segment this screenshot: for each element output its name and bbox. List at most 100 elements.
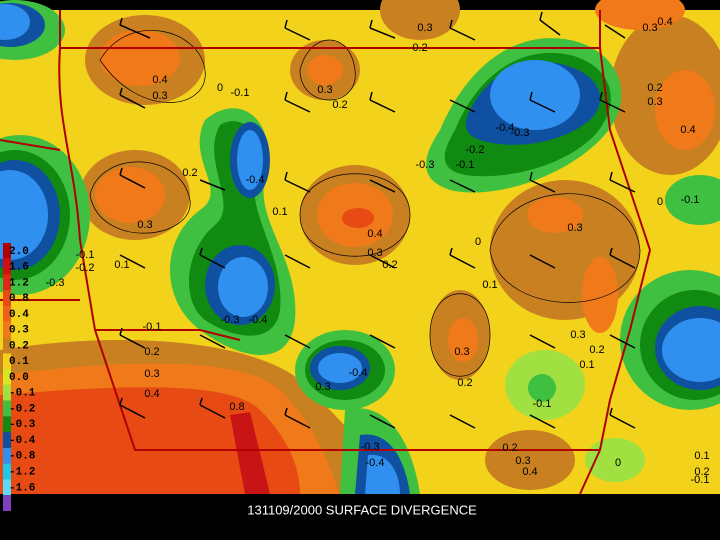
legend-swatch bbox=[3, 447, 11, 464]
legend-label: 0.3 bbox=[9, 325, 29, 337]
legend-swatch bbox=[3, 258, 11, 275]
contour-label: 0.2 bbox=[382, 259, 397, 271]
contour-label: -0.3 bbox=[416, 159, 435, 171]
contour-label: -0.1 bbox=[533, 398, 552, 410]
legend-swatch bbox=[3, 243, 11, 259]
legend-swatch bbox=[3, 337, 11, 354]
legend-label: 2.0 bbox=[9, 246, 29, 258]
contour-label: -0.4 bbox=[249, 314, 268, 326]
contour-label: 0.2 bbox=[412, 42, 427, 54]
legend-label: -2.0 bbox=[9, 498, 35, 510]
contour-label: -0.3 bbox=[511, 127, 530, 139]
legend-swatch bbox=[3, 384, 11, 401]
contour-label: -0.4 bbox=[496, 122, 515, 134]
area bbox=[237, 130, 263, 190]
legend-label: 1.2 bbox=[9, 277, 29, 289]
legend-label: 0.8 bbox=[9, 293, 29, 305]
contour-label: 0.3 bbox=[454, 346, 469, 358]
legend-swatch bbox=[3, 479, 11, 496]
area bbox=[485, 430, 575, 490]
area bbox=[100, 30, 180, 86]
legend-label: -1.6 bbox=[9, 482, 35, 494]
contour-label: 0.1 bbox=[579, 359, 594, 371]
color-legend: 2.0 1.6 1.2 0.8 0.4 0.3 0.2 0.1 0.0 -0.1 -0.2 -0.3 -… bbox=[3, 243, 36, 511]
contour-label: -0.1 bbox=[691, 474, 710, 486]
area bbox=[342, 208, 374, 228]
legend-label: 0.0 bbox=[9, 372, 29, 384]
contour-label: 0.3 bbox=[317, 84, 332, 96]
contour-label: -0.1 bbox=[456, 159, 475, 171]
legend-label: -1.2 bbox=[9, 466, 35, 478]
contour-label: -0.4 bbox=[366, 457, 385, 469]
area bbox=[0, 4, 30, 40]
contour-label: 0.1 bbox=[694, 450, 709, 462]
legend-label: 0.2 bbox=[9, 340, 29, 352]
contour-label: 0.3 bbox=[144, 368, 159, 380]
legend-swatch bbox=[3, 463, 11, 480]
contour-label: 0.3 bbox=[367, 247, 382, 259]
contour-label: -0.2 bbox=[76, 262, 95, 274]
contour-label: 0.4 bbox=[152, 74, 167, 86]
area bbox=[307, 55, 343, 85]
legend-label: -0.1 bbox=[9, 388, 36, 400]
contour-label: 0.3 bbox=[570, 329, 585, 341]
contour-label: 0.2 bbox=[332, 99, 347, 111]
legend-swatch bbox=[3, 416, 11, 433]
contour-label: 0 bbox=[217, 82, 223, 94]
contour-label: -0.1 bbox=[143, 321, 162, 333]
contour-label: 0.4 bbox=[522, 466, 537, 478]
state-border bbox=[0, 10, 652, 495]
area bbox=[95, 167, 165, 223]
area bbox=[230, 412, 270, 494]
legend-label: -0.8 bbox=[9, 451, 36, 463]
contour-label: -0.2 bbox=[466, 144, 485, 156]
contour-label: -0.1 bbox=[231, 87, 250, 99]
legend-swatch bbox=[3, 432, 11, 448]
legend-swatch bbox=[3, 274, 11, 291]
contour-label: 0.1 bbox=[114, 259, 129, 271]
contour-label: 0.2 bbox=[457, 377, 472, 389]
area bbox=[665, 175, 720, 225]
contour-label: 0.3 bbox=[567, 222, 582, 234]
contour-label: 0.3 bbox=[642, 22, 657, 34]
area bbox=[365, 454, 400, 494]
contour-label: 0.3 bbox=[137, 219, 152, 231]
legend-swatch bbox=[3, 321, 11, 338]
contour-label: -0.1 bbox=[76, 249, 95, 261]
legend-swatch bbox=[3, 290, 11, 307]
contour-label: 0.3 bbox=[417, 22, 432, 34]
contour-labels: 0.30.20.3 0.40.40.3 0.30.20 -0.1 0.20.30.4-0… bbox=[46, 16, 710, 486]
contour-label: 0.1 bbox=[482, 279, 497, 291]
area bbox=[655, 70, 715, 150]
contour-label: 0 bbox=[615, 457, 621, 469]
area bbox=[318, 353, 362, 383]
contour-label: 0.1 bbox=[272, 206, 287, 218]
contour-label: 0.2 bbox=[144, 346, 159, 358]
area bbox=[218, 257, 268, 317]
legend-label: 0.1 bbox=[9, 356, 29, 368]
contour-label: 0.4 bbox=[144, 388, 159, 400]
legend-swatch bbox=[3, 369, 11, 385]
contour-label: -0.3 bbox=[46, 277, 65, 289]
contour-label: 0.2 bbox=[589, 344, 604, 356]
contour-label: 0.2 bbox=[502, 442, 517, 454]
legend-swatch bbox=[3, 353, 11, 370]
wind-barbs bbox=[119, 11, 636, 429]
contour-label: 0.3 bbox=[152, 90, 167, 102]
area bbox=[528, 374, 556, 402]
field bbox=[0, 0, 720, 495]
area bbox=[595, 0, 685, 30]
area bbox=[448, 318, 478, 362]
area bbox=[662, 318, 720, 382]
legend-label: -0.3 bbox=[9, 419, 36, 431]
contour-label: -0.4 bbox=[246, 174, 265, 186]
contour-label: -0.3 bbox=[221, 314, 240, 326]
contour-label: -0.1 bbox=[681, 194, 700, 206]
area bbox=[582, 257, 618, 333]
contour-label: 0.2 bbox=[647, 82, 662, 94]
map-title: 131109/2000 SURFACE DIVERGENCE bbox=[247, 502, 477, 517]
legend-swatch bbox=[3, 400, 11, 417]
legend-label: -0.4 bbox=[9, 435, 36, 447]
